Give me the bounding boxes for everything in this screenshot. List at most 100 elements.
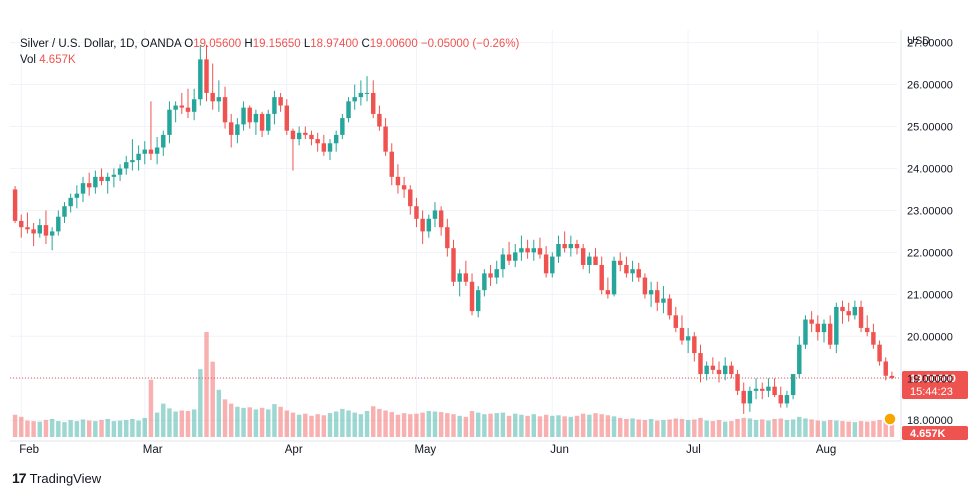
candle-body [445,227,450,249]
candle-body [482,273,487,291]
candle-body [80,183,86,194]
candle-body [821,323,827,333]
price-axis[interactable]: 18.00000 19.00000 20.00000 21.00000 22.00000… [907,35,953,427]
candle-body [624,264,629,274]
volume-bar [889,423,895,437]
volume-bar [562,416,567,437]
volume-bar [99,420,104,437]
volume-badge [902,426,968,440]
volume-bar [642,420,648,437]
volume-bar [303,413,308,437]
volume-bar [803,418,808,437]
candle-body [198,59,203,100]
candle-body [648,290,654,295]
volume-bar [179,410,185,437]
legend-high: 19.15650 [252,38,301,50]
volume-bar [124,420,129,437]
candle-body [593,256,598,265]
candle-body [735,374,740,391]
volume-bar [784,420,790,437]
volume-bar [574,415,580,437]
candle-body [617,260,623,265]
candle-body [531,248,536,253]
legend-low-label: L [303,38,311,50]
candle-body [803,319,808,345]
volume-bar [210,361,215,437]
volume-bar [605,415,611,437]
price-tick-label: 25.00000 [907,122,953,134]
legend-symbol[interactable]: Silver / U.S. Dollar, 1D, OANDA [20,38,182,50]
volume-bar [543,414,549,437]
candle-body [636,269,641,278]
volume-bar [247,407,252,437]
candle-body [210,92,215,102]
currency-label: USD [907,35,930,47]
candle-body [432,210,438,219]
legend-open: 19.05600 [193,38,242,50]
volume-bar [624,418,629,437]
candle-body [408,189,413,207]
volume-bar [531,414,536,437]
price-tick-label: 21.00000 [907,289,953,301]
legend-volume-label[interactable]: Vol [20,54,36,66]
candle-body [371,92,376,114]
candle-body [550,256,555,274]
month-tick-label: Mar [143,444,163,456]
candle-body [438,210,444,228]
volume-bar [809,419,814,437]
volume-bar [117,420,123,437]
price-tick-label: 23.00000 [907,205,953,217]
volume-bar [80,419,86,437]
candle-body [858,306,864,328]
candle-body [401,185,407,190]
candle-body [729,365,734,375]
last-price-badge [902,371,968,400]
month-tick-label: Feb [19,444,39,456]
time-axis[interactable]: Feb Mar Apr May Jun Jul Aug [19,444,836,456]
candle-body [377,113,382,127]
candle-body [136,153,141,161]
volume-bar [648,418,654,437]
candle-body [272,97,277,114]
tradingview-logo[interactable]: 17 TradingView [12,470,101,486]
candle-body [469,281,475,312]
candle-body [105,176,110,182]
candle-body [327,143,333,152]
candle-body [346,101,351,119]
volume-bar [191,409,197,437]
legend-volume-row: Vol 4.657K [20,52,519,68]
volume-bar [235,406,240,437]
candle-body [753,388,759,391]
candle-body [784,395,790,404]
volume-bar [272,404,277,437]
candle-body [161,134,166,148]
candle-body [834,306,839,345]
volume-bar [661,420,666,437]
candle-body [414,206,419,219]
candle-body [525,248,530,253]
volume-bar [679,418,685,437]
candle-body [852,306,858,316]
candle-body [179,105,185,108]
volume-bar [148,379,154,437]
volume-bar [12,414,18,437]
volume-bar [346,410,351,437]
candle-body [673,315,679,328]
volume-bar [655,420,660,437]
volume-bar [161,403,166,437]
volume-bar [290,412,296,437]
volume-bar [685,420,691,437]
volume-bar [692,419,697,437]
candle-body [655,290,660,303]
candle-body [772,386,777,396]
month-tick-label: Aug [816,444,836,456]
candle-body [883,361,888,376]
volume-bar [167,408,172,437]
volume-bar [741,417,746,437]
candle-body [877,344,882,362]
candle-body [704,365,709,375]
volume-bar [519,414,524,437]
volume-bar [722,421,728,437]
volume-bar [871,421,876,437]
